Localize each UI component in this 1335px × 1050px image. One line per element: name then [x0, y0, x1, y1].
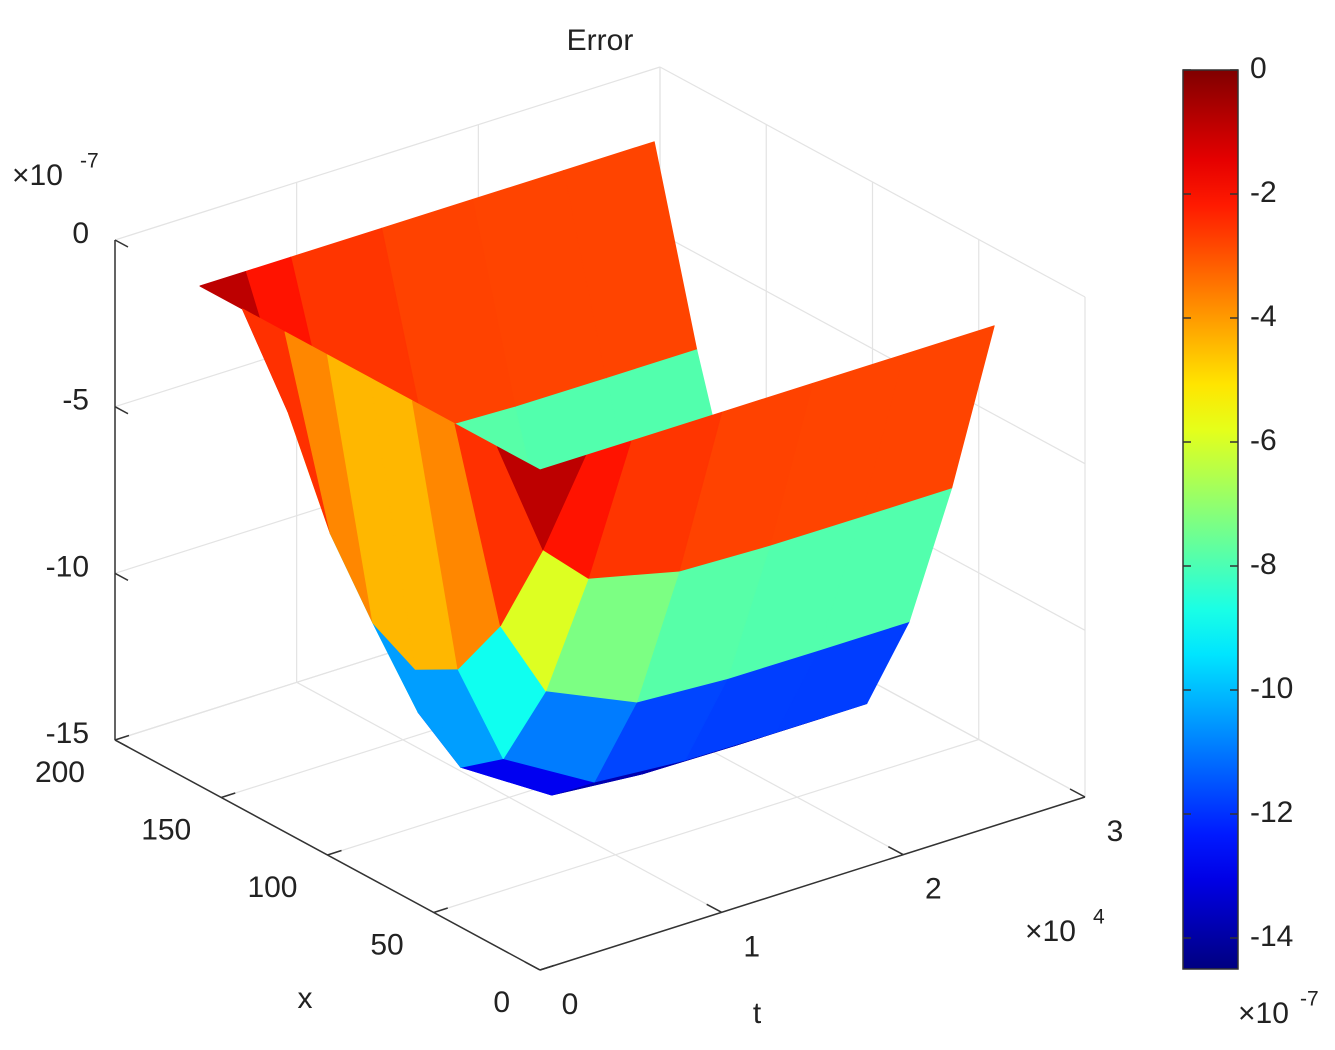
- grid-line: [296, 681, 722, 913]
- grid-line: [433, 738, 979, 914]
- colorbar-tick-label: -8: [1250, 548, 1277, 581]
- x-tick: [433, 907, 448, 914]
- x-tick: [539, 964, 555, 971]
- x-axis-label: x: [298, 982, 313, 1015]
- t-tick: [524, 961, 541, 971]
- t-tick-label: 1: [743, 930, 760, 963]
- t-tick-label: 2: [925, 873, 942, 906]
- grid-line: [659, 233, 1086, 465]
- x-tick: [114, 734, 130, 741]
- x-tick: [327, 849, 342, 856]
- z-tick: [114, 239, 129, 248]
- colorbar-tick-label: -6: [1250, 424, 1277, 457]
- t-axis-label: t: [753, 997, 762, 1030]
- colorbar-exponent-power: -7: [1300, 988, 1319, 1011]
- x-tick-label: 0: [493, 986, 510, 1019]
- t-axis: [539, 796, 1086, 971]
- x-tick-label: 150: [141, 813, 191, 846]
- colorbar-tick-label: 0: [1250, 52, 1267, 85]
- t-tick-label: 3: [1107, 815, 1124, 848]
- t-tick-label: 0: [562, 988, 579, 1021]
- colorbar-tick-label: -4: [1250, 300, 1277, 333]
- t-tick: [706, 903, 723, 913]
- z-tick-label: 0: [72, 217, 89, 250]
- colorbar-exponent-base: ×10: [1238, 997, 1289, 1030]
- x-tick-label: 100: [247, 871, 297, 904]
- t-exponent-base: ×10: [1025, 915, 1076, 948]
- x-tick-label: 50: [370, 928, 403, 961]
- surface-patch: [497, 446, 586, 551]
- t-tick: [887, 846, 904, 856]
- chart-title: Error: [567, 24, 634, 57]
- z-tick: [114, 406, 129, 415]
- colorbar-tick-label: -14: [1250, 920, 1293, 953]
- colorbar-tick-label: -12: [1250, 796, 1293, 829]
- z-tick-label: -5: [62, 384, 89, 417]
- colorbar-tick-label: -2: [1250, 176, 1277, 209]
- z-tick: [114, 739, 129, 748]
- z-exponent-base: ×10: [12, 159, 63, 192]
- grid-line: [114, 66, 661, 241]
- z-exponent-power: -7: [80, 150, 99, 173]
- x-tick-label: 200: [35, 756, 85, 789]
- t-tick: [1069, 788, 1086, 798]
- z-tick-label: -15: [46, 717, 89, 750]
- colorbar-tick-label: -10: [1250, 672, 1293, 705]
- x-tick: [221, 792, 236, 799]
- t-exponent-power: 4: [1093, 906, 1105, 929]
- z-tick: [114, 572, 129, 581]
- z-tick-label: -10: [46, 550, 89, 583]
- grid-line: [659, 66, 1086, 298]
- colorbar: [1182, 69, 1239, 970]
